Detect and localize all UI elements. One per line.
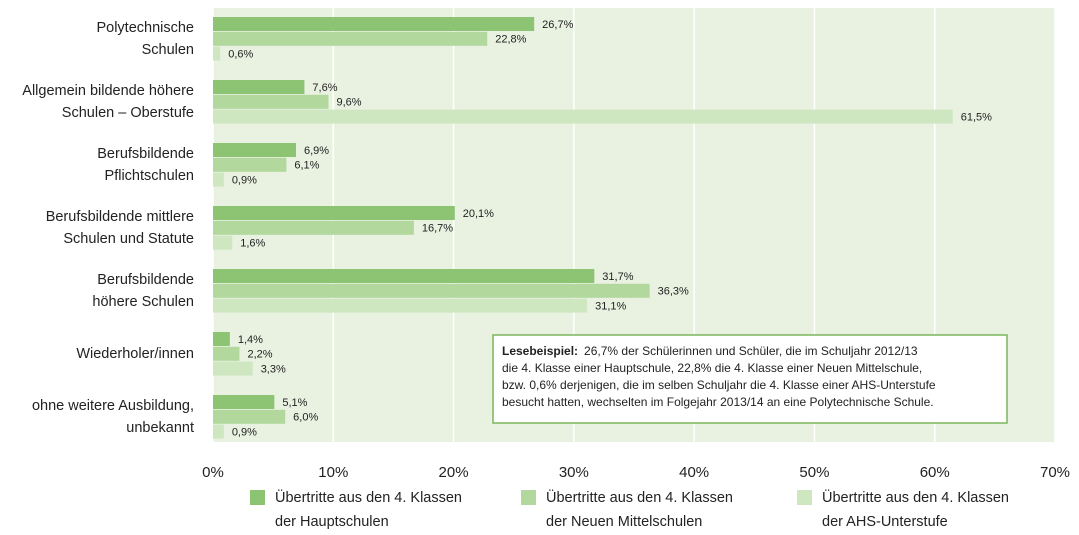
category-label: Allgemein bildende höhere xyxy=(22,83,194,99)
category-label: unbekannt xyxy=(126,420,194,436)
annotation-line: die 4. Klasse einer Hauptschule, 22,8% d… xyxy=(502,361,922,375)
bar xyxy=(213,109,953,124)
category-label: Schulen xyxy=(142,42,194,58)
bar xyxy=(213,31,488,46)
bar xyxy=(213,424,224,439)
value-label: 16,7% xyxy=(422,223,453,235)
value-label: 5,1% xyxy=(282,397,307,409)
annotation-line: besucht hatten, wechselten im Folgejahr … xyxy=(502,395,934,409)
value-label: 31,7% xyxy=(602,271,633,283)
value-label: 1,6% xyxy=(240,238,265,250)
bar xyxy=(213,172,224,187)
value-label: 0,9% xyxy=(232,427,257,439)
annotation-box xyxy=(492,334,1008,424)
bar xyxy=(213,157,287,172)
x-tick-label: 0% xyxy=(202,464,224,481)
legend-label: der Neuen Mittelschulen xyxy=(546,514,702,530)
x-tick-label: 30% xyxy=(559,464,589,481)
x-tick-label: 40% xyxy=(679,464,709,481)
bar xyxy=(213,409,286,424)
annotation-text: 26,7% der Schülerinnen und Schüler, die … xyxy=(584,344,918,358)
category-label: höhere Schulen xyxy=(92,294,194,310)
legend-label: Übertritte aus den 4. Klassen xyxy=(546,488,733,506)
value-label: 3,3% xyxy=(261,364,286,376)
value-label: 61,5% xyxy=(961,112,992,124)
bar xyxy=(213,346,240,361)
x-tick-label: 20% xyxy=(439,464,469,481)
category-label: Wiederholer/innen xyxy=(76,346,194,362)
value-label: 1,4% xyxy=(238,334,263,346)
annotation-line: Lesebeispiel: 26,7% der Schülerinnen und … xyxy=(502,344,918,358)
value-label: 6,9% xyxy=(304,145,329,157)
legend-swatch xyxy=(797,490,812,505)
annotation-title: Lesebeispiel: xyxy=(502,344,578,358)
bar xyxy=(213,395,275,409)
value-label: 9,6% xyxy=(336,97,361,109)
x-tick-label: 60% xyxy=(920,464,950,481)
legend-label: der Hauptschulen xyxy=(275,514,389,530)
bar xyxy=(213,298,588,313)
value-label: 0,6% xyxy=(228,49,253,61)
value-label: 7,6% xyxy=(312,82,337,94)
category-label: Schulen und Statute xyxy=(63,231,194,247)
legend-label: Übertritte aus den 4. Klassen xyxy=(822,488,1009,506)
legend-swatch xyxy=(521,490,536,505)
annotation-line: bzw. 0,6% derjenigen, die im selben Schu… xyxy=(502,378,936,392)
bar xyxy=(213,143,296,157)
value-label: 22,8% xyxy=(495,34,526,46)
value-label: 26,7% xyxy=(542,19,573,31)
bar xyxy=(213,332,230,346)
x-tick-label: 50% xyxy=(799,464,829,481)
value-label: 0,9% xyxy=(232,175,257,187)
category-label: Schulen – Oberstufe xyxy=(62,105,194,121)
bar xyxy=(213,235,233,250)
value-label: 20,1% xyxy=(463,208,494,220)
category-label: Berufsbildende xyxy=(97,146,194,162)
value-label: 6,1% xyxy=(294,160,319,172)
bar xyxy=(213,80,305,94)
category-label: Polytechnische xyxy=(96,20,194,36)
bar xyxy=(213,46,221,61)
category-label: Berufsbildende mittlere xyxy=(46,209,194,225)
x-tick-label: 10% xyxy=(318,464,348,481)
bar xyxy=(213,17,535,31)
value-label: 6,0% xyxy=(293,412,318,424)
bar xyxy=(213,206,455,220)
category-label: Berufsbildende xyxy=(97,272,194,288)
value-label: 2,2% xyxy=(247,349,272,361)
x-tick-label: 70% xyxy=(1040,464,1070,481)
legend-swatch xyxy=(250,490,265,505)
bar xyxy=(213,94,329,109)
value-label: 31,1% xyxy=(595,301,626,313)
category-label: ohne weitere Ausbildung, xyxy=(32,398,194,414)
legend-label: Übertritte aus den 4. Klassen xyxy=(275,488,462,506)
bar xyxy=(213,283,650,298)
bar xyxy=(213,361,253,376)
bar xyxy=(213,269,595,283)
category-label: Pflichtschulen xyxy=(105,168,194,184)
bar xyxy=(213,220,414,235)
legend-label: der AHS-Unterstufe xyxy=(822,514,948,530)
value-label: 36,3% xyxy=(658,286,689,298)
